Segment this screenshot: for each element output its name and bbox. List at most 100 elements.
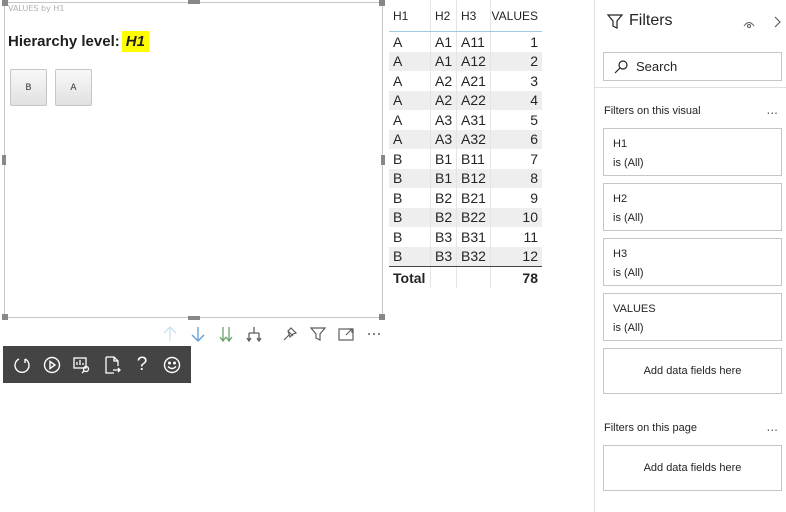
focus-mode-icon[interactable] xyxy=(336,324,356,344)
table-cell: 12 xyxy=(522,248,538,265)
visual-header-toolbar xyxy=(160,324,384,344)
visual-filters-more-button[interactable]: ... xyxy=(766,103,778,117)
button-a[interactable]: A xyxy=(55,69,92,106)
divider xyxy=(595,87,786,88)
table-cell: 3 xyxy=(530,72,538,89)
table-cell: B21 xyxy=(457,188,491,208)
resize-handle[interactable] xyxy=(2,314,8,320)
table-row: A A1 A11 1 xyxy=(389,32,542,52)
table-cell: A xyxy=(389,129,431,149)
table-cell: 10 xyxy=(522,209,538,226)
resize-handle[interactable] xyxy=(2,155,6,165)
table-cell: A xyxy=(389,71,431,91)
add-visual-filter-field[interactable]: Add data fields here xyxy=(603,348,782,394)
table-row: B B1 B11 7 xyxy=(389,149,542,169)
filters-on-visual-heading: Filters on this visual xyxy=(604,105,701,117)
filter-state: is (All) xyxy=(613,322,644,334)
table-cell: B xyxy=(389,207,431,227)
filter-state: is (All) xyxy=(613,157,644,169)
table-cell: B22 xyxy=(457,207,491,227)
table-cell: A3 xyxy=(431,129,457,149)
table-row: A A1 A12 2 xyxy=(389,51,542,71)
drill-down-icon[interactable] xyxy=(188,324,208,344)
smiley-icon[interactable] xyxy=(161,354,183,376)
play-icon[interactable] xyxy=(41,354,63,376)
search-placeholder: Search xyxy=(636,59,678,74)
total-label: Total xyxy=(389,267,431,288)
resize-handle[interactable] xyxy=(381,155,385,165)
table-cell: 1 xyxy=(530,33,538,50)
filter-icon[interactable] xyxy=(308,324,328,344)
export-icon[interactable] xyxy=(101,354,123,376)
filter-card[interactable]: VALUES is (All) xyxy=(603,293,782,341)
table-cell: A xyxy=(389,32,431,52)
table-cell: B xyxy=(389,246,431,266)
table-cell: B xyxy=(389,149,431,169)
collapse-pane-icon[interactable] xyxy=(773,14,781,33)
filter-card[interactable]: H3 is (All) xyxy=(603,238,782,286)
table-cell: 9 xyxy=(530,189,538,206)
table-row: B B1 B12 8 xyxy=(389,168,542,188)
more-options-icon[interactable] xyxy=(364,324,384,344)
table-row: A A2 A21 3 xyxy=(389,71,542,91)
resize-handle[interactable] xyxy=(379,0,385,6)
button-b[interactable]: B xyxy=(10,69,47,106)
filter-field-name: VALUES xyxy=(613,303,656,315)
table-cell: A32 xyxy=(457,129,491,149)
table-row: B B3 B31 11 xyxy=(389,227,542,247)
resize-handle[interactable] xyxy=(2,0,8,6)
table-cell: 8 xyxy=(530,170,538,187)
filters-title: Filters xyxy=(607,12,673,30)
hierarchy-value: H1 xyxy=(121,31,149,52)
filter-card[interactable]: H2 is (All) xyxy=(603,183,782,231)
filters-search-input[interactable]: Search xyxy=(603,52,782,81)
filters-title-text: Filters xyxy=(629,12,673,29)
filter-state: is (All) xyxy=(613,212,644,224)
table-cell: B31 xyxy=(457,227,491,247)
help-icon[interactable]: ? xyxy=(136,353,148,375)
header-h1[interactable]: H1 xyxy=(389,0,431,31)
resize-handle[interactable] xyxy=(379,314,385,320)
header-values[interactable]: VALUES xyxy=(491,8,538,23)
table-cell xyxy=(457,267,491,288)
table-cell: A2 xyxy=(431,90,457,110)
table-cell: 6 xyxy=(530,131,538,148)
total-value: 78 xyxy=(522,269,538,286)
visual-inspect-icon[interactable] xyxy=(71,354,93,376)
pin-icon[interactable] xyxy=(280,324,300,344)
eye-icon[interactable] xyxy=(743,15,755,34)
table-cell: A12 xyxy=(457,51,491,71)
add-page-filter-field[interactable]: Add data fields here xyxy=(603,445,782,491)
page-filters-more-button[interactable]: ... xyxy=(766,420,778,434)
filter-icon xyxy=(607,14,623,29)
table-cell: B xyxy=(389,227,431,247)
expand-hierarchy-icon[interactable] xyxy=(244,324,264,344)
table-cell: B11 xyxy=(457,149,491,169)
table-row: B B3 B32 12 xyxy=(389,246,542,266)
table-cell: 11 xyxy=(523,228,538,245)
resize-handle[interactable] xyxy=(188,0,200,4)
table-cell xyxy=(431,267,457,288)
table-cell: 4 xyxy=(530,92,538,109)
filter-field-name: H1 xyxy=(613,138,628,150)
table-cell: B1 xyxy=(431,149,457,169)
table-row: B B2 B22 10 xyxy=(389,207,542,227)
filter-card[interactable]: H1 is (All) xyxy=(603,128,782,176)
hierarchy-level: Hierarchy level: H1 xyxy=(8,31,149,52)
table-cell: 5 xyxy=(530,111,538,128)
filters-pane: Filters Search Filters on this visual ..… xyxy=(594,0,786,512)
header-h3[interactable]: H3 xyxy=(457,0,491,31)
resize-handle[interactable] xyxy=(188,316,200,320)
table-cell: A1 xyxy=(431,32,457,52)
table-cell: B32 xyxy=(457,246,491,266)
table-cell: B3 xyxy=(431,246,457,266)
table-cell: B xyxy=(389,188,431,208)
refresh-icon[interactable] xyxy=(11,354,33,376)
visual-container[interactable]: VALUES by H1 Hierarchy level: H1 B A xyxy=(2,0,385,320)
expand-all-down-icon[interactable] xyxy=(216,324,236,344)
table-cell: A xyxy=(389,90,431,110)
header-h2[interactable]: H2 xyxy=(431,0,457,31)
filter-field-name: H3 xyxy=(613,248,628,260)
drill-up-icon[interactable] xyxy=(160,324,180,344)
filters-on-page-heading: Filters on this page xyxy=(604,422,697,434)
